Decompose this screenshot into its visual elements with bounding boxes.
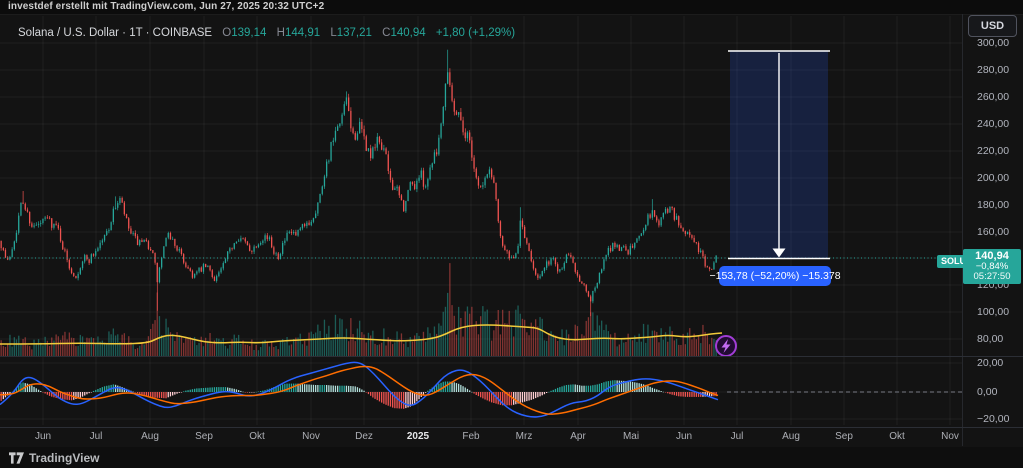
bar-countdown: 05:27:50 (973, 271, 1011, 282)
time-axis-label: Aug (141, 431, 159, 442)
time-axis-label: Mai (622, 431, 640, 442)
time-axis-label: Okt (249, 431, 265, 442)
price-axis-label: 100,00 (977, 306, 1010, 318)
time-axis-label: Apr (570, 431, 586, 442)
axis-divider (962, 14, 963, 446)
price-axis-label: −20,00 (977, 413, 1010, 425)
price-axis-label: 0,00 (977, 386, 998, 398)
time-axis-label: Aug (782, 431, 800, 442)
price-axis-label: 180,00 (977, 199, 1010, 211)
main-chart-canvas[interactable] (0, 14, 962, 446)
time-axis-border (0, 427, 1023, 428)
symbol-title[interactable]: Solana / U.S. Dollar · 1T · COINBASE (18, 27, 213, 39)
last-price-change: −0,84% (975, 261, 1009, 272)
time-axis-label: Feb (462, 431, 480, 442)
price-axis-label: 20,00 (977, 357, 1004, 369)
footer-bar: TradingView (0, 447, 1023, 468)
low-value: 137,21 (336, 27, 372, 39)
tradingview-logo-icon (9, 451, 24, 464)
last-price-label: 140,94 −0,84% 05:27:50 (963, 249, 1021, 284)
high-label: H (276, 27, 285, 39)
open-value: 139,14 (231, 27, 267, 39)
high-value: 144,91 (284, 27, 321, 39)
time-axis-label: Sep (835, 431, 853, 442)
chart-legend: Solana / U.S. Dollar · 1T · COINBASE O13… (18, 27, 515, 39)
low-label: L (330, 27, 337, 39)
attribution-text: investdef erstellt mit TradingView.com, … (8, 1, 325, 12)
measure-tool[interactable] (728, 50, 830, 260)
price-axis-label: 160,00 (977, 226, 1010, 238)
close-value: 140,94 (390, 27, 426, 39)
change-value: +1,80 (+1,29%) (435, 27, 516, 39)
price-axis-label: 80,00 (977, 333, 1004, 345)
pane-separator[interactable] (0, 356, 1023, 357)
time-axis-label: Jun (34, 431, 52, 442)
snapshot-attribution-bar: investdef erstellt mit TradingView.com, … (0, 0, 1023, 15)
time-axis-label: Dez (355, 431, 373, 442)
time-axis-label: Jul (730, 431, 744, 442)
time-axis-label: Jul (89, 431, 103, 442)
time-axis-label: 2025 (406, 431, 430, 442)
time-axis-label: Jun (675, 431, 693, 442)
time-axis-label: Nov (302, 431, 320, 442)
close-label: C (382, 27, 391, 39)
price-axis-label: 240,00 (977, 118, 1010, 130)
price-axis-label: 220,00 (977, 145, 1010, 157)
open-label: O (222, 27, 232, 39)
currency-toggle-button[interactable]: USD (968, 15, 1017, 37)
price-axis-label: 200,00 (977, 172, 1010, 184)
measure-tool-label[interactable]: −153,78 (−52,20%) −15.378 (709, 266, 841, 286)
boost-icon[interactable] (715, 335, 737, 357)
price-axis-label: 260,00 (977, 91, 1010, 103)
time-axis-label: Sep (195, 431, 213, 442)
tradingview-logo-text: TradingView (29, 450, 100, 465)
time-axis-label: Nov (941, 431, 959, 442)
time-axis-label: Mrz (515, 431, 533, 442)
time-axis-label: Okt (889, 431, 905, 442)
tradingview-logo[interactable]: TradingView (9, 451, 99, 465)
price-axis-label: 300,00 (977, 37, 1010, 49)
last-price-value: 140,94 (975, 250, 1009, 262)
price-axis-label: 280,00 (977, 64, 1010, 76)
